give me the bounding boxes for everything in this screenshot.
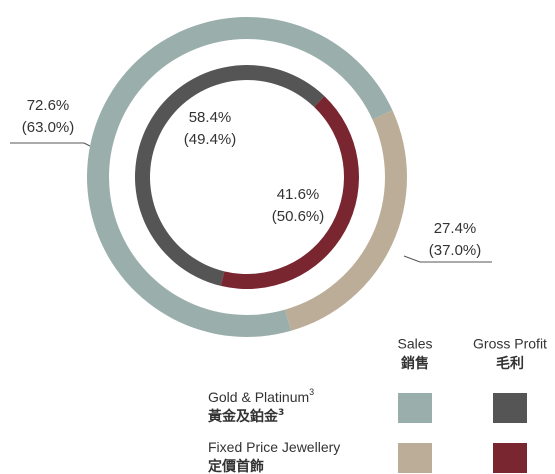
prior-label: (50.6%) bbox=[272, 208, 325, 225]
legend-swatch bbox=[398, 443, 432, 473]
legend-header: Sales bbox=[397, 336, 432, 352]
data-label: 58.4% bbox=[189, 109, 232, 126]
legend-header-zh: 毛利 bbox=[496, 355, 524, 372]
prior-label: (37.0%) bbox=[429, 242, 482, 259]
legend-swatch bbox=[398, 393, 432, 423]
legend-label-text: Fixed Price Jewellery bbox=[208, 439, 340, 455]
legend-label-text: Gold & Platinum bbox=[208, 389, 309, 405]
footnote-mark: 3 bbox=[278, 408, 284, 418]
data-label: 27.4% bbox=[434, 220, 477, 237]
donut-segment bbox=[135, 65, 325, 286]
legend-swatch bbox=[493, 393, 527, 423]
legend-header: Gross Profit bbox=[473, 336, 547, 352]
legend-label-zh-text: 黃金及鉑金 bbox=[207, 408, 279, 425]
leader-line bbox=[403, 255, 421, 263]
legend-swatch bbox=[493, 443, 527, 473]
legend-label-zh: 定價首飾 bbox=[208, 458, 264, 474]
data-label: 41.6% bbox=[277, 186, 320, 203]
legend-header-zh: 銷售 bbox=[401, 355, 429, 372]
footnote-mark: 3 bbox=[309, 387, 314, 397]
leader-line bbox=[83, 142, 91, 147]
prior-label: (49.4%) bbox=[184, 131, 237, 148]
donut-segment bbox=[285, 110, 407, 331]
legend-label: Gold & Platinum3 bbox=[208, 387, 314, 404]
donut-segment bbox=[220, 96, 360, 289]
legend-label-zh: 黃金及鉑金3 bbox=[207, 408, 284, 426]
legend-label-zh-text: 定價首飾 bbox=[208, 458, 264, 474]
data-label: 72.6% bbox=[27, 97, 70, 114]
prior-label: (63.0%) bbox=[22, 119, 75, 136]
legend-label: Fixed Price Jewellery bbox=[208, 439, 340, 455]
